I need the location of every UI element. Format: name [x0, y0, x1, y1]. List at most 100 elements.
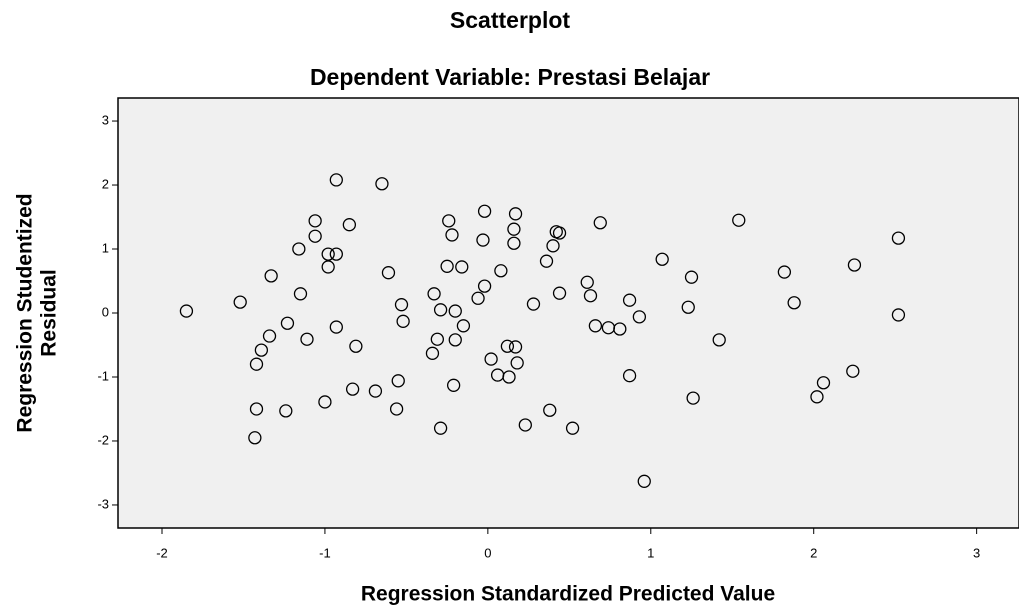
point [552, 286, 567, 300]
point [637, 474, 651, 488]
point [684, 270, 699, 284]
point [425, 346, 440, 360]
point [502, 370, 516, 384]
point [593, 216, 607, 230]
point [292, 242, 306, 256]
y-tick-label: 0 [102, 304, 109, 319]
point [349, 339, 363, 353]
point [543, 403, 557, 417]
point [329, 247, 343, 261]
chart-title: Scatterplot [450, 7, 570, 33]
point [539, 254, 554, 268]
point [484, 352, 498, 366]
point [891, 308, 906, 322]
point [293, 287, 308, 301]
point [816, 376, 831, 390]
point [308, 214, 322, 228]
point [846, 364, 860, 378]
point [440, 259, 454, 273]
point [329, 173, 343, 187]
point [732, 213, 746, 227]
point [391, 374, 405, 388]
point [847, 258, 862, 272]
point [394, 298, 409, 312]
point [655, 252, 669, 266]
point [588, 319, 603, 333]
point [546, 239, 560, 253]
point [686, 391, 700, 405]
point [249, 402, 264, 416]
x-tick-label: 2 [810, 545, 817, 560]
point [248, 431, 262, 445]
chart-subtitle: Dependent Variable: Prestasi Belajar [310, 64, 710, 90]
point [510, 356, 524, 370]
point [179, 304, 194, 318]
x-axis-label: Regression Standardized Predicted Value [361, 583, 775, 606]
point [508, 340, 523, 354]
point [433, 303, 448, 317]
point [375, 177, 389, 191]
point [787, 296, 801, 310]
point [254, 343, 269, 357]
point [500, 339, 515, 353]
x-tick-label: -1 [319, 545, 331, 560]
point [494, 264, 508, 278]
point [442, 214, 456, 228]
point [318, 395, 332, 409]
point [583, 289, 598, 303]
point [321, 247, 335, 261]
point [622, 293, 637, 307]
y-axis-label: Regression Studentized [14, 193, 37, 432]
point [508, 207, 523, 221]
point [448, 304, 462, 318]
x-tick-label: 3 [973, 545, 980, 560]
point [476, 233, 490, 247]
plot-area [117, 97, 1019, 529]
point [681, 300, 695, 314]
y-tick-label: 3 [102, 112, 109, 127]
point [518, 418, 532, 432]
y-tick-label: 2 [102, 176, 109, 191]
point [712, 333, 726, 347]
point [580, 275, 594, 289]
point [342, 218, 357, 232]
point [280, 316, 295, 330]
x-tick-label: 1 [647, 545, 654, 560]
point [507, 222, 521, 236]
y-tick-label: -2 [97, 432, 109, 447]
point [396, 314, 410, 328]
point [632, 310, 647, 324]
point [279, 404, 293, 418]
point [321, 260, 335, 274]
point [389, 402, 404, 416]
point [622, 369, 637, 383]
y-axis-label: Residual [38, 269, 61, 357]
y-tick-label: -1 [97, 368, 109, 383]
x-tick-label: -2 [156, 545, 168, 560]
point [427, 287, 441, 301]
point [455, 260, 469, 274]
point [249, 357, 264, 371]
point [262, 329, 277, 343]
point [810, 390, 824, 404]
point [308, 229, 322, 243]
point [552, 226, 567, 240]
point [477, 279, 492, 293]
point [446, 378, 461, 392]
point [526, 297, 541, 311]
point [430, 332, 444, 346]
y-tick-label: -3 [97, 496, 109, 511]
point [329, 320, 343, 334]
point [433, 421, 448, 435]
point [456, 319, 471, 333]
point [445, 228, 459, 242]
point [345, 382, 360, 396]
point [300, 332, 314, 346]
point [565, 421, 580, 435]
point [264, 269, 278, 283]
point [777, 265, 792, 279]
point [381, 266, 396, 280]
y-tick-label: 1 [102, 240, 109, 255]
x-tick-label: 0 [484, 545, 491, 560]
